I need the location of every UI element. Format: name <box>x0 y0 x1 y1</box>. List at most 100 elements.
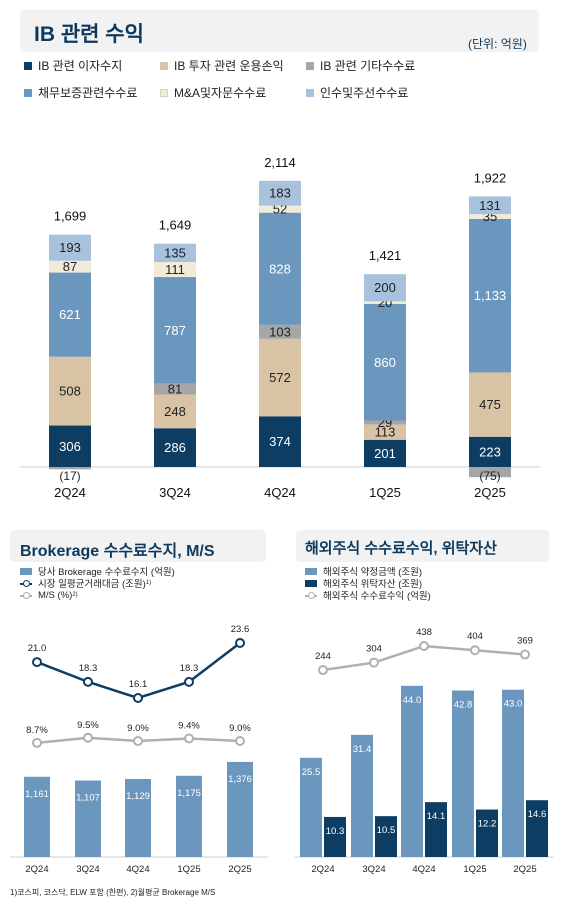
bar-segment <box>469 218 511 373</box>
data-label: 374 <box>269 434 291 449</box>
data-label: 404 <box>467 631 483 642</box>
legend-swatch <box>305 579 317 587</box>
data-label: 9.0% <box>229 723 251 734</box>
data-label: 223 <box>479 444 501 459</box>
bar-segment <box>49 356 91 426</box>
line-point <box>520 649 530 660</box>
data-label: 23.6 <box>231 624 250 635</box>
bar <box>351 734 373 857</box>
line-point <box>184 676 194 687</box>
bar <box>75 780 101 857</box>
line-point <box>419 641 429 652</box>
ib-legend-item: IB 투자 관련 운용손익 <box>160 57 284 74</box>
bar <box>401 685 423 857</box>
legend-swatch <box>24 88 32 97</box>
ib-legend-item: M&A및자문수수료 <box>160 84 266 101</box>
line-point <box>235 638 245 649</box>
data-label: 9.0% <box>127 723 149 734</box>
bar-segment <box>364 274 406 302</box>
data-label: 12.2 <box>478 819 497 830</box>
bar-segment <box>469 372 511 437</box>
bar <box>300 757 322 857</box>
legend-swatch <box>306 61 314 70</box>
brokerage-title: Brokerage 수수료수지, M/S <box>20 543 215 560</box>
line-point <box>235 736 245 746</box>
data-label: 200 <box>374 280 396 295</box>
data-label: 1,129 <box>126 791 150 802</box>
legend-swatch <box>24 61 32 70</box>
data-label: 621 <box>59 307 81 322</box>
data-label: 828 <box>269 261 291 276</box>
legend-swatch <box>160 88 168 97</box>
ib-chart: 306 508 (17) 621 87 193 1,699 2Q24 286 248 81 787 11… <box>20 155 540 500</box>
data-label: 44.0 <box>403 695 422 706</box>
data-label: 18.3 <box>180 663 199 674</box>
bar <box>476 809 498 857</box>
legend-line-marker <box>305 591 317 599</box>
data-label: 787 <box>164 323 186 338</box>
legend-line-marker <box>20 591 32 599</box>
data-label: 9.5% <box>77 720 99 731</box>
data-label: 9.4% <box>178 720 200 731</box>
overseas-legend: 해외주식 약정금액 (조원) 해외주식 위탁자산 (조원) 해외주식 수수료수익… <box>305 565 431 602</box>
data-label: 244 <box>315 651 331 662</box>
tick-label: 1Q25 <box>177 864 200 875</box>
data-label: 438 <box>416 627 432 638</box>
legend-line-marker <box>20 579 32 587</box>
data-label: 304 <box>366 644 382 655</box>
ib-legend-item: 채무보증관련수수료 <box>24 84 137 101</box>
data-label: 475 <box>479 397 501 412</box>
bar <box>425 802 447 857</box>
data-label: 42.8 <box>454 700 473 711</box>
ib-unit: (단위: 억원) <box>468 37 527 51</box>
overseas-header <box>296 530 549 562</box>
bar-segment <box>154 394 196 429</box>
data-label: 21.0 <box>28 643 47 654</box>
bar <box>324 816 346 857</box>
tick-label: 3Q24 <box>76 864 99 875</box>
ib-header <box>20 10 539 52</box>
tick-label: 4Q24 <box>126 864 149 875</box>
overseas-legend-item: 해외주식 수수료수익 (억원) <box>305 589 431 602</box>
total-label: 1,421 <box>369 248 402 263</box>
bar-segment <box>259 180 301 206</box>
bar-segment <box>49 425 91 467</box>
bar-segment <box>154 277 196 384</box>
total-label: 1,699 <box>54 209 87 224</box>
data-label: 201 <box>374 446 396 461</box>
bar-segment <box>49 234 91 261</box>
data-label: 103 <box>269 324 291 339</box>
data-label: 1,175 <box>177 788 201 799</box>
line-point <box>83 676 93 687</box>
data-label: 306 <box>59 439 81 454</box>
total-label: 2,114 <box>264 155 296 170</box>
bar <box>125 778 151 857</box>
data-label: 31.4 <box>353 744 372 755</box>
bar <box>375 816 397 857</box>
total-label: 1,649 <box>159 218 192 233</box>
bar <box>227 761 253 857</box>
bar-segment <box>469 436 511 467</box>
legend-swatch <box>305 567 317 575</box>
data-label: 572 <box>269 370 291 385</box>
data-label: 193 <box>59 240 81 255</box>
legend-swatch <box>20 567 32 575</box>
brokerage-header <box>10 530 266 562</box>
data-label: 248 <box>164 404 186 419</box>
line-point <box>369 657 379 668</box>
bar-segment <box>259 324 301 339</box>
data-label: 135 <box>164 245 186 260</box>
data-label: 1,161 <box>25 789 49 800</box>
legend-swatch <box>306 88 314 97</box>
brokerage-legend: 당사 Brokerage 수수료수지 (억원) 시장 일평균거래대금 (조원) 1… <box>20 565 175 601</box>
data-label: 1,107 <box>76 793 100 804</box>
bar <box>176 775 202 857</box>
bar-segment <box>364 301 406 304</box>
tick-label: 1Q25 <box>463 864 486 875</box>
ib-legend-item: IB 관련 이자수지 <box>24 57 122 74</box>
brokerage-chart: 1,161 1,107 1,129 1,175 1,376 8.7% 9.5% 9.0% 9.4… <box>10 624 268 875</box>
tick-label: 2Q25 <box>513 864 536 875</box>
data-label: 81 <box>168 382 182 397</box>
bar <box>452 690 474 857</box>
legend-swatch <box>160 61 168 70</box>
